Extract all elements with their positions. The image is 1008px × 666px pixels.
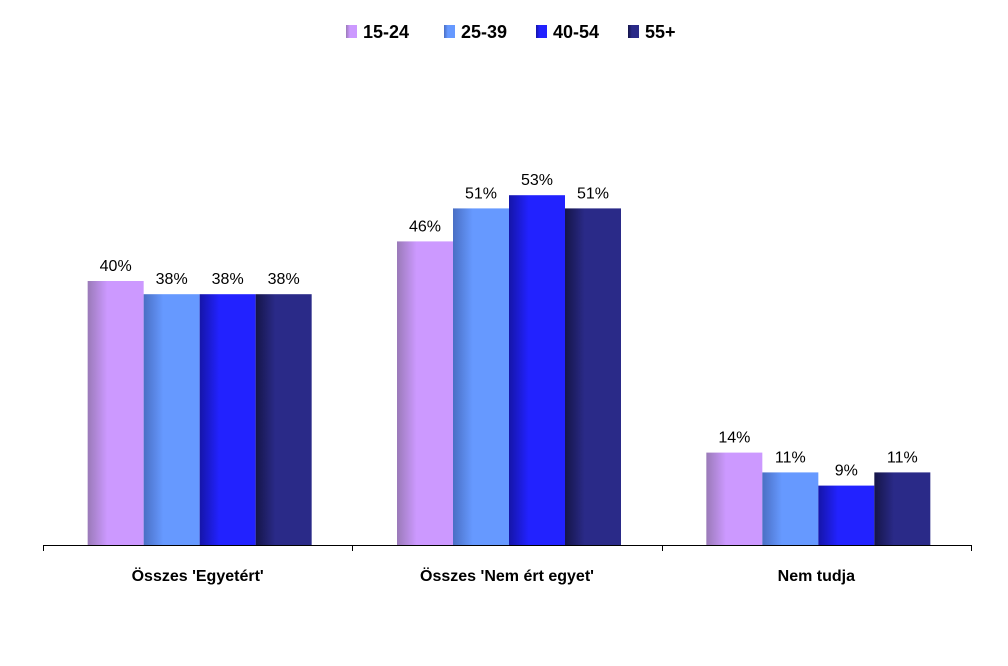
value-label: 38% — [156, 271, 188, 288]
legend-swatch-2 — [444, 25, 455, 38]
category-label: Nem tudja — [778, 568, 855, 585]
bar-1-series-3 — [199, 294, 256, 545]
value-label: 53% — [521, 172, 553, 189]
legend-swatch-3 — [536, 25, 547, 38]
bar-3-series-3 — [818, 485, 875, 545]
value-label: 51% — [577, 185, 609, 202]
legend-label-2: 25-39 — [461, 22, 507, 42]
category-label: Összes 'Nem ért egyet' — [420, 566, 594, 585]
bar-3-series-1 — [706, 452, 763, 545]
bar-2-series-3 — [509, 195, 565, 545]
legend-swatch-4 — [628, 25, 639, 38]
legend-label-4: 55+ — [645, 22, 676, 42]
legend: 15-24 25-39 40-54 55+ — [346, 22, 676, 42]
value-label: 14% — [718, 430, 750, 447]
bar-1-series-4 — [255, 294, 312, 545]
value-label: 11% — [775, 449, 806, 466]
value-label: 40% — [100, 258, 132, 275]
value-label: 38% — [212, 271, 244, 288]
value-label: 9% — [835, 463, 858, 480]
value-label: 11% — [887, 449, 918, 466]
value-label: 51% — [465, 185, 497, 202]
legend-label-1: 15-24 — [363, 22, 409, 42]
bar-3-series-4 — [874, 472, 931, 545]
value-label: 46% — [409, 218, 441, 235]
value-labels: 40% 38% 38% 38% 46% 51% 53% 51% 14% 11% 9% 11% — [100, 172, 918, 479]
bar-1-series-2 — [143, 294, 200, 545]
bar-2-series-2 — [453, 208, 509, 545]
x-axis: Összes 'Egyetért' Összes 'Nem ért egyet' N… — [43, 545, 972, 585]
bar-2-series-1 — [397, 241, 453, 545]
legend-label-3: 40-54 — [553, 22, 599, 42]
bar-3-series-2 — [762, 472, 819, 545]
category-label: Összes 'Egyetért' — [132, 566, 264, 585]
bars — [87, 195, 931, 545]
value-label: 38% — [268, 271, 300, 288]
legend-swatch-1 — [346, 25, 357, 38]
bar-1-series-1 — [87, 281, 144, 545]
bar-2-series-4 — [565, 208, 621, 545]
